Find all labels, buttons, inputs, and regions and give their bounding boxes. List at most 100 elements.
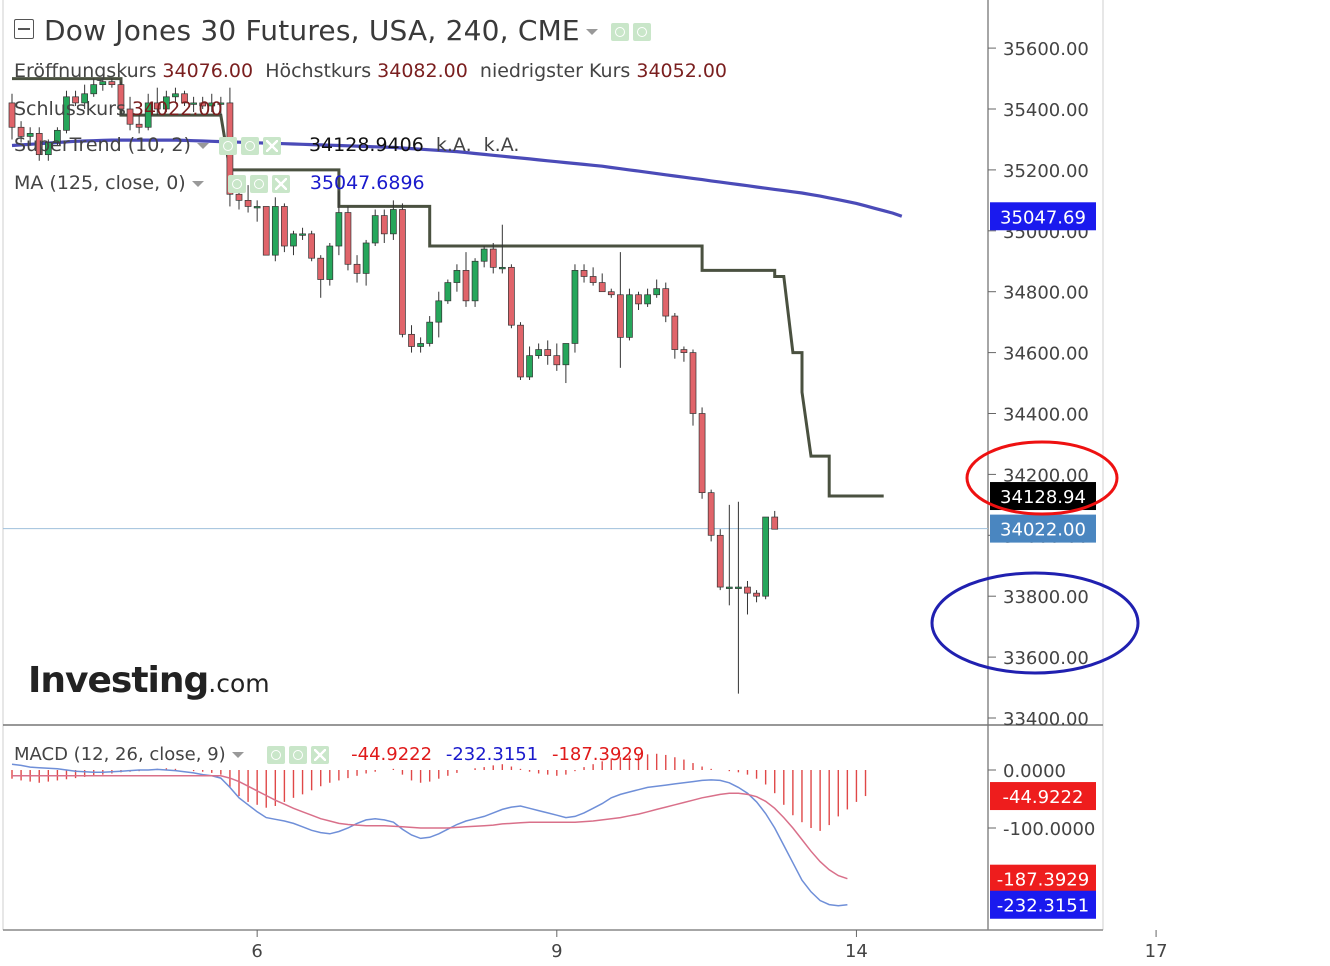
visibility-icon[interactable] [267,746,286,764]
candle-body [362,242,370,274]
macd-hist-tag-bg [990,782,1096,811]
close-icon[interactable] [271,174,290,193]
gear-icon[interactable] [249,174,268,193]
chevron-down-icon[interactable] [196,142,209,149]
candle [181,90,188,106]
candle [671,313,679,359]
candle-body [108,81,116,85]
candle [199,96,207,109]
candle [617,252,624,368]
candle-body [299,233,306,236]
candle [99,78,107,91]
candle [771,510,779,530]
candle [190,96,197,113]
close-icon[interactable] [262,136,281,155]
price-tags: 35047.69 34128.94 34022.00 -44.9222 -187.392… [990,202,1096,919]
candle-body [72,96,79,104]
candle-body [689,352,697,414]
candle [217,96,225,116]
gear-icon[interactable] [240,136,259,155]
price-tick-label: 34400.00 [1003,405,1089,426]
candle [35,127,43,161]
supertrend-path [12,77,884,498]
candle [308,230,315,262]
candle-body [589,276,597,283]
candle-body [326,245,334,280]
candle-body [426,321,434,344]
candle [144,93,152,131]
collapse-icon[interactable] [14,19,34,39]
last-price-tag: 34022.00 [990,514,1096,543]
ma-path [11,138,903,218]
candle-body [562,343,570,366]
candle [453,264,461,292]
candle [553,343,561,371]
candle-body [526,355,533,378]
candle [317,255,325,298]
time-tick-label: 17 [1145,941,1168,962]
candle [253,200,261,222]
candle [208,93,216,113]
visibility-icon[interactable] [218,136,237,155]
chart-title[interactable]: Dow Jones 30 Futures, USA, 240, CME [14,14,651,47]
candle [680,346,688,362]
candle [163,90,170,113]
candle [526,346,533,381]
candle-body [199,102,207,107]
candle-body [580,270,588,277]
candle [489,242,497,274]
candle-body [344,212,352,265]
time-axis[interactable]: 6914172 [251,930,1330,962]
candle-body [716,534,724,588]
candle [408,325,415,353]
candle [698,407,706,499]
gear-icon[interactable] [632,23,651,41]
ohlc-row-1: Eröffnungskurs 34076.00 Höchstkurs 34082… [14,60,728,82]
signal-path [12,775,848,880]
candle [117,81,125,116]
candle [462,252,470,307]
chevron-down-icon[interactable] [585,29,598,35]
visibility-icon[interactable] [610,23,629,41]
candle [716,529,724,591]
close-icon[interactable] [311,746,330,764]
candle-body [544,349,552,356]
candle-body [54,129,61,143]
gear-icon[interactable] [289,746,308,764]
chevron-down-icon[interactable] [231,752,244,758]
candle [44,139,52,161]
candle-body [725,586,733,589]
candle-body [444,282,452,302]
candle [444,279,452,304]
chevron-down-icon[interactable] [191,180,204,187]
candle-body [172,93,179,98]
candle-body [181,93,188,104]
macd-legend[interactable]: MACD (12, 26, close, 9) -44.9222 -232.31… [14,744,645,765]
visibility-icon[interactable] [227,174,246,193]
candle-body [535,349,542,356]
candle-body [262,206,270,256]
candle [653,279,661,298]
candle [471,258,479,307]
candle [753,590,760,603]
candle-body [135,123,143,128]
candle-body [81,93,88,104]
candle [63,90,70,134]
candle [417,337,424,353]
supertrend-price-tag-bg [990,482,1096,511]
macd-axis[interactable]: 0.0000 -100.0000 [988,761,1095,840]
last-price-tag-bg [990,514,1096,543]
ma-legend[interactable]: MA (125, close, 0) 35047.6896 [14,172,425,194]
candle [517,322,524,381]
candle-body [744,586,751,594]
candle [508,264,515,329]
candle-body [707,492,715,536]
candle-body [471,260,479,302]
supertrend-legend[interactable]: SuperTrend (10, 2) 34128.9406 k.A. k.A. [14,134,520,156]
candle [435,291,443,338]
price-tick-label: 35200.00 [1003,161,1089,182]
macd-tick-label: 0.0000 [1003,761,1066,782]
candle [607,288,615,298]
candle [17,121,25,143]
